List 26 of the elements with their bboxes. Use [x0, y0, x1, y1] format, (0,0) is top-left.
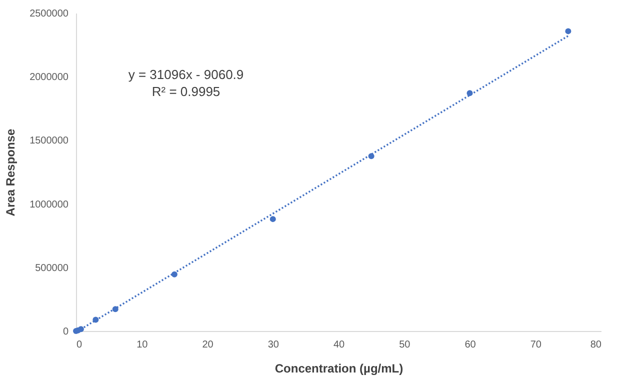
- y-tick-label: 2500000: [30, 8, 69, 20]
- x-tick-label: 30: [268, 340, 280, 350]
- point: [171, 271, 178, 278]
- point: [466, 90, 473, 96]
- x-tick-label: 20: [202, 340, 214, 350]
- y-tick-label: 500000: [35, 262, 69, 274]
- x-axis-title: Concentration (µg/mL): [274, 362, 404, 376]
- x-tick-label: 50: [399, 340, 411, 350]
- y-axis-title: Area Response: [4, 128, 18, 216]
- point: [92, 316, 99, 323]
- x-tick-label: 60: [464, 340, 476, 350]
- y-tick-label: 1500000: [30, 136, 69, 147]
- point: [565, 28, 572, 34]
- x-tick-label: 70: [530, 340, 542, 350]
- y-tick-label: 0: [62, 326, 69, 338]
- x-tick-label: 0: [76, 340, 82, 350]
- x-tick-label: 40: [333, 340, 345, 350]
- x-tick-label: 10: [136, 340, 148, 350]
- point: [368, 153, 374, 160]
- point: [270, 216, 276, 222]
- annotation: R² = 0.9995: [152, 84, 220, 99]
- point: [112, 306, 118, 312]
- x-tick-label: 80: [590, 340, 602, 350]
- y-tick-label: 2000000: [30, 72, 69, 84]
- y-tick-label: 1000000: [30, 199, 69, 210]
- annotation: y = 31096x - 9060.9: [128, 67, 244, 82]
